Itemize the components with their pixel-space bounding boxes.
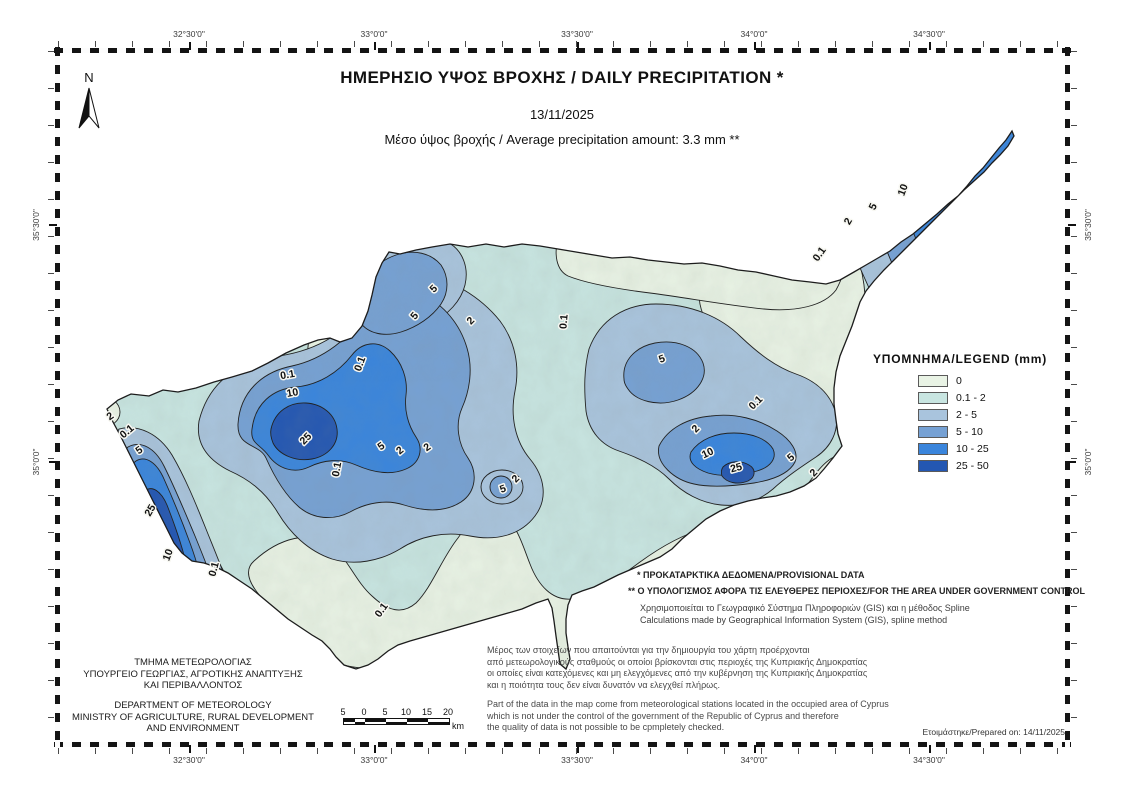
page-title: ΗΜΕΡΗΣΙΟ ΥΨΟΣ ΒΡΟΧΗΣ / DAILY PRECIPITATI… [340, 68, 784, 87]
disclaimer-line: και η ποιότητα τους δεν είναι δυνατόν να… [487, 679, 721, 690]
legend-label: 0 [956, 374, 962, 387]
legend-label: 10 - 25 [956, 442, 989, 455]
map-frame [48, 41, 1077, 754]
legend-item: 10 - 25 [918, 440, 1073, 457]
credits-line: AND ENVIRONMENT [146, 723, 240, 735]
tick-marks-left [48, 51, 54, 744]
scale-tick: 20 [442, 707, 454, 717]
disclaimer-greek: Μέρος των στοιχείων που απαιτούνται για … [487, 645, 867, 691]
north-arrow-icon [78, 87, 100, 129]
graticule-border-top [54, 48, 1071, 53]
graticule-border-left [55, 47, 60, 748]
note-gis-en: Calculations made by Geographical Inform… [640, 614, 948, 625]
graticule-label: 33°0'0" [360, 755, 388, 765]
disclaimer-line: από μετεωρολογικούς σταθμούς οι οποίοι β… [487, 656, 868, 667]
scale-bar-labels: 5 0 5 10 15 20 [338, 707, 468, 718]
note-gis: Χρησιμοποιείται το Γεωγραφικό Σύστημα Πλ… [640, 603, 970, 626]
graticule-label: 34°0'0" [740, 29, 768, 39]
contour-label: 0.1 [330, 461, 344, 478]
legend-label: 25 - 50 [956, 459, 989, 472]
disclaimer-line: the quality of data is not possible to b… [487, 722, 725, 733]
scale-bar-graphic [343, 718, 450, 725]
map-date: 13/11/2025 [529, 107, 595, 122]
legend-swatch [918, 391, 948, 404]
graticule-label: 32°30'0" [173, 755, 205, 765]
credits-english: DEPARTMENT OF METEOROLOGY MINISTRY OF AG… [62, 700, 324, 735]
tick-marks-right [1071, 51, 1077, 744]
disclaimer-line: which is not under the control of the go… [487, 710, 839, 721]
contour-label: 2 [842, 216, 855, 227]
legend-item: 0 [918, 372, 1073, 389]
credits-line: ΥΠΟΥΡΓΕΙΟ ΓΕΩΡΓΙΑΣ, ΑΓΡΟΤΙΚΗΣ ΑΝΑΠΤΥΞΗΣ [83, 668, 303, 680]
legend-heading: ΥΠΟΜΝΗΜΑ/LEGEND (mm) [873, 352, 1047, 366]
graticule-label: 32°30'0" [173, 29, 205, 39]
note-provisional: * ΠΡΟΚΑΤΑΡΚΤΙΚΑ ΔΕΔΟΜΕΝΑ/PROVISIONAL DAT… [637, 570, 865, 580]
graticule-label: 34°30'0" [913, 755, 945, 765]
tick-marks-bottom [58, 748, 1067, 754]
legend-swatch [918, 442, 948, 455]
contour-label: 25 [729, 461, 744, 476]
note-gis-gr: Χρησιμοποιείται το Γεωγραφικό Σύστημα Πλ… [640, 603, 970, 613]
contour-label: 0.1 [206, 560, 221, 577]
legend-swatch [918, 425, 948, 438]
credits-line: DEPARTMENT OF METEOROLOGY [114, 700, 272, 711]
graticule-label: 33°30'0" [561, 755, 593, 765]
contour-label: 10 [161, 547, 176, 562]
north-arrow: N [72, 70, 106, 136]
contour-label: 10 [286, 386, 300, 400]
tick-marks-top [58, 41, 1067, 47]
graticule-border-right [1065, 47, 1070, 748]
north-label: N [84, 70, 94, 85]
scale-unit: km [452, 721, 464, 731]
graticule-label: 34°0'0" [740, 755, 768, 765]
legend-item: 2 - 5 [918, 406, 1073, 423]
credits-line: ΤΜΗΜΑ ΜΕΤΕΩΡΟΛΟΓΙΑΣ [134, 657, 252, 668]
note-government: ** Ο ΥΠΟΛΟΓΙΣΜΟΣ ΑΦΟΡΑ ΤΙΣ ΕΛΕΥΘΕΡΕΣ ΠΕΡ… [628, 586, 1085, 596]
credits-line: MINISTRY OF AGRICULTURE, RURAL DEVELOPME… [72, 711, 314, 723]
legend-label: 0.1 - 2 [956, 391, 986, 404]
graticule-label: 33°30'0" [561, 29, 593, 39]
scale-tick: 10 [400, 707, 412, 717]
contour-label: 0.1 [557, 314, 570, 330]
prepared-on: Ετοιμάστηκε/Prepared on: 14/11/2025 [922, 727, 1065, 737]
contour-label: 5 [867, 201, 880, 212]
legend-item: 25 - 50 [918, 457, 1073, 474]
scale-bar: 5 0 5 10 15 20 km [338, 707, 468, 731]
graticule-border-bottom [54, 742, 1071, 747]
credits-greek: ΤΜΗΜΑ ΜΕΤΕΩΡΟΛΟΓΙΑΣ ΥΠΟΥΡΓΕΙΟ ΓΕΩΡΓΙΑΣ, … [62, 657, 324, 692]
graticule-label: 34°30'0" [913, 29, 945, 39]
legend-swatch [918, 408, 948, 421]
scale-tick: 0 [361, 707, 367, 717]
legend-item: 5 - 10 [918, 423, 1073, 440]
graticule-label: 33°0'0" [360, 29, 388, 39]
disclaimer-line: Part of the data in the map come from me… [487, 699, 889, 709]
credits-line: ΚΑΙ ΠΕΡΙΒΑΛΛΟΝΤΟΣ [143, 680, 243, 692]
contour-label: 10 [896, 182, 911, 197]
scale-tick: 15 [421, 707, 433, 717]
legend-item: 0.1 - 2 [918, 389, 1073, 406]
map-subtitle: Μέσο ύψος βροχής / Average precipitation… [384, 132, 740, 147]
disclaimer-english: Part of the data in the map come from me… [487, 699, 889, 734]
disclaimer-line: Μέρος των στοιχείων που απαιτούνται για … [487, 645, 810, 655]
legend-swatch [918, 459, 948, 472]
disclaimer-line: οι οποίες είναι κατεχόμενες και μη ελεγχ… [487, 668, 868, 679]
legend-swatch [918, 374, 948, 387]
cyprus-coastline [106, 129, 1015, 671]
contour-label: 0.1 [279, 368, 296, 382]
legend: ΥΠΟΜΝΗΜΑ/LEGEND (mm) 0 0.1 - 2 2 - 5 5 -… [873, 352, 1073, 474]
legend-label: 2 - 5 [956, 408, 978, 421]
scale-tick: 5 [382, 707, 388, 717]
legend-label: 5 - 10 [956, 425, 983, 438]
scale-tick: 5 [340, 707, 346, 717]
contour-label: 0.1 [810, 245, 828, 264]
